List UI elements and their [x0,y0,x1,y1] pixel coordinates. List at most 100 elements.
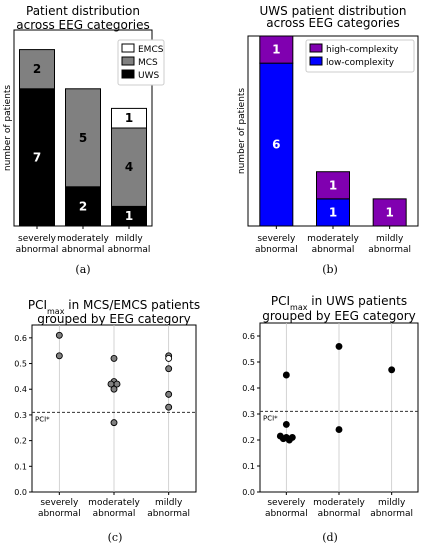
chart-a-title-line-1: Patient distribution [26,4,140,18]
chart-b-bar-label-high-complexity-0: 1 [272,43,280,57]
chart-c-threshold-label: PCI* [35,415,50,423]
chart-b-legend-swatch-high-complexity [309,43,323,53]
chart-b-xtick-1-line-2: abnormal [312,245,355,255]
chart-c-ytick-1: 0.1 [14,462,27,471]
chart-c-point-0 [55,331,63,339]
chart-c-xtick-1-line-1: moderately [88,498,140,508]
chart-d-ytick-5: 0.5 [242,358,255,367]
chart-c-xtick-1-line-2: abnormal [93,509,136,519]
chart-d-point-7 [335,342,343,350]
chart-c-point-1 [55,352,63,360]
chart-a-xtick-2-line-2: abnormal [108,245,151,255]
chart-d-xtick-1-line-1: moderately [313,498,365,508]
chart-a-title-line-2: across EEG categories [16,18,149,32]
chart-d-xtick-2-line-1: mildly [378,498,406,508]
chart-b-title-line-1: UWS patient distribution [260,4,407,18]
chart-d-point-9 [388,366,396,374]
chart-b-xtick-0-line-2: abnormal [255,245,298,255]
chart-d-ytick-6: 0.6 [242,332,255,341]
chart-c-ytick-4: 0.4 [14,385,27,394]
chart-c-title-pci: PCI [28,298,47,312]
chart-a-bar-label-uws-2: 1 [125,209,133,223]
chart-b-bar-label-high-complexity-2: 1 [385,205,393,219]
chart-a-xtick-0-line-1: severely [18,234,57,244]
chart-d-title-rest: in UWS patients [307,294,407,308]
chart-b-caption: (b) [322,263,338,276]
chart-d-ytick-4: 0.4 [242,384,255,393]
chart-a-bar-emcs-2 [111,107,147,129]
chart-b-ylabel: number of patients [237,88,247,175]
chart-b-bar-label-low-complexity-0: 6 [272,138,280,152]
chart-d-title-pci: PCI [271,294,290,308]
chart-b-title-line-2: across EEG categories [266,16,399,30]
chart-b-legend-label-high-complexity: high-complexity [326,45,399,55]
chart-b-bar-high-complexity-0 [259,35,294,64]
chart-c-point-5 [113,380,121,388]
chart-a-caption: (a) [75,263,90,276]
chart-a-xtick-2-line-1: mildly [115,234,143,244]
chart-d-xtick-1-line-2: abnormal [318,509,361,519]
chart-b-bar-label-low-complexity-1: 1 [329,205,337,219]
chart-a-xtick-0-line-2: abnormal [16,245,59,255]
chart-c-point-6 [110,385,118,393]
chart-c-title-subscript: max [47,307,65,316]
chart-a-xtick-1-line-2: abnormal [62,245,105,255]
chart-c-point-2 [110,354,118,362]
chart-a-legend-label-mcs: MCS [138,58,158,68]
chart-b-bar-high-complexity-1 [316,171,350,200]
chart-b-legend-label-low-complexity: low-complexity [326,58,395,68]
chart-a-xtick-1-line-1: moderately [57,234,109,244]
chart-d-xtick-0-line-2: abnormal [265,509,308,519]
chart-a-bar-label-uws-0: 7 [33,150,41,164]
chart-a-legend-swatch-uws [121,69,135,79]
chart-c-point-11 [165,390,173,398]
chart-d-ytick-2: 0.2 [242,436,255,445]
chart-c-ytick-5: 0.5 [14,360,27,369]
chart-d-ytick-1: 0.1 [242,462,255,471]
chart-c-title-line-1: PCImax in MCS/EMCS patients [28,298,200,316]
chart-b-xtick-2-line-1: mildly [376,234,404,244]
chart-d-point-1 [282,420,290,428]
chart-a-legend-swatch-emcs [121,43,135,53]
chart-a-legend-label-emcs: EMCS [138,45,164,55]
chart-d-xtick-0-line-1: severely [267,498,306,508]
chart-c-point-7 [110,419,118,427]
chart-c-xtick-2-line-1: mildly [155,498,183,508]
chart-b-legend-swatch-low-complexity [309,56,323,66]
chart-a-bar-mcs-0 [19,49,55,90]
chart-c-point-9 [165,354,173,362]
chart-c-ytick-2: 0.2 [14,437,27,446]
chart-a-legend-label-uws: UWS [138,71,159,81]
chart-c-title-line-2: grouped by EEG category [37,312,191,326]
chart-c-point-10 [165,365,173,373]
chart-d-point-8 [335,426,343,434]
chart-d-threshold-label: PCI* [263,414,278,422]
chart-d-title-line-2: grouped by EEG category [262,309,416,323]
chart-c-xtick-2-line-2: abnormal [147,509,190,519]
chart-a-bar-label-mcs-0: 2 [33,62,41,76]
chart-d-title-subscript: max [290,303,308,312]
chart-d-point-6 [285,436,293,444]
chart-a-legend-swatch-mcs [121,56,135,66]
chart-c-ytick-6: 0.6 [14,334,27,343]
chart-b-legend-box [305,39,415,73]
chart-d-point-5 [279,435,287,443]
chart-c-xtick-0-line-2: abnormal [38,509,81,519]
chart-a-bar-mcs-2 [111,127,147,207]
chart-d-point-0 [282,371,290,379]
chart-a-ylabel: number of patients [3,85,13,172]
chart-c-point-12 [165,403,173,411]
chart-c-ytick-0: 0.0 [14,488,27,497]
chart-c-title-rest: in MCS/EMCS patients [64,298,200,312]
chart-a-bar-uws-0 [19,88,55,227]
chart-d-title-line-1: PCImax in UWS patients [271,294,407,312]
chart-c-caption: (c) [108,531,123,544]
chart-c-ytick-3: 0.3 [14,411,27,420]
chart-d-ytick-0: 0.0 [242,488,255,497]
chart-a-bar-label-mcs-1: 5 [79,131,87,145]
chart-b-xtick-1-line-1: moderately [307,234,359,244]
chart-a-bar-label-emcs-2: 1 [125,111,133,125]
chart-b-bar-low-complexity-0 [259,62,294,227]
chart-b-bar-label-high-complexity-1: 1 [329,178,337,192]
chart-b-xtick-2-line-2: abnormal [368,245,411,255]
